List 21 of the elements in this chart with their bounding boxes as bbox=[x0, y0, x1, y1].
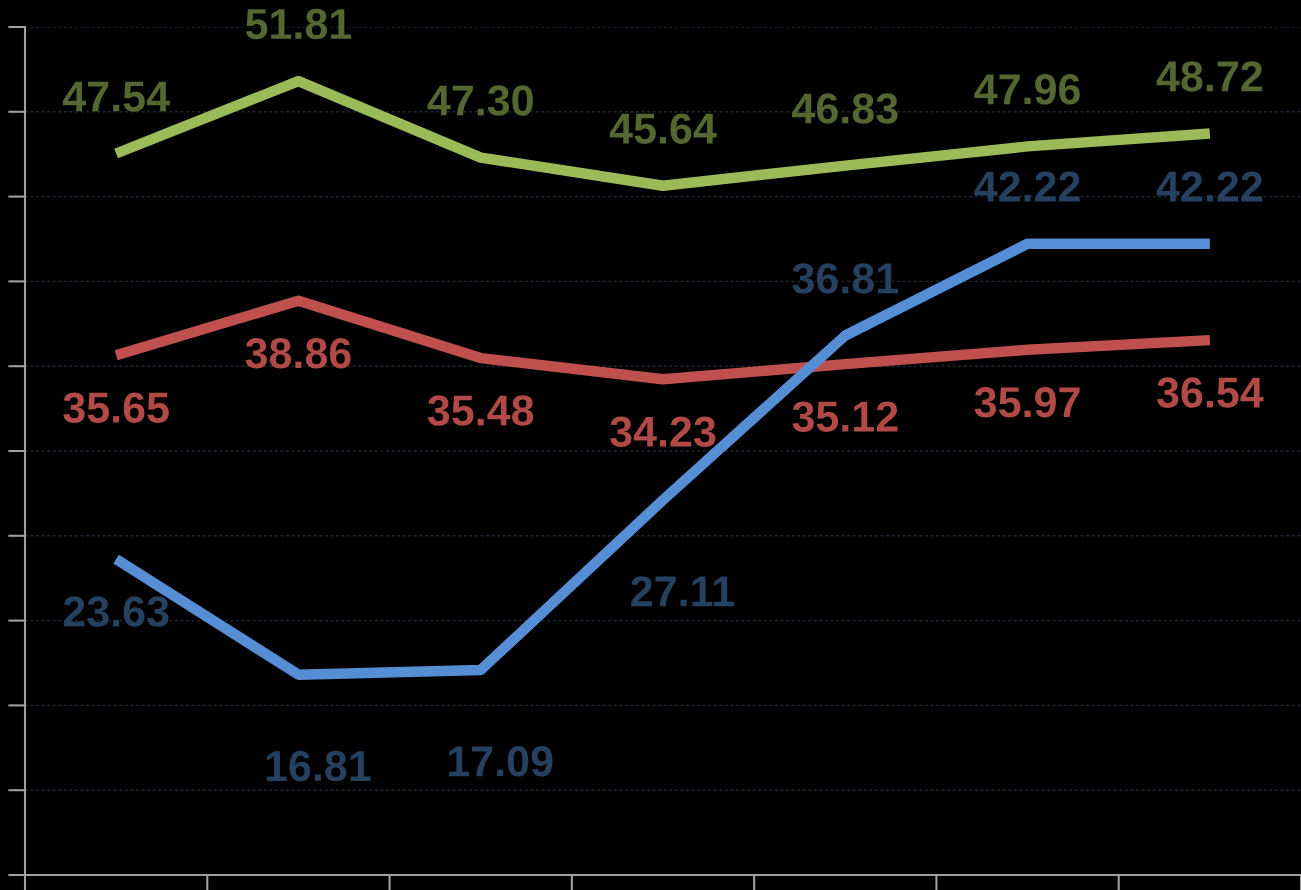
data-label: 48.72 bbox=[1156, 61, 1263, 92]
data-label: 17.09 bbox=[449, 746, 553, 777]
data-label: 47.54 bbox=[62, 81, 170, 112]
data-label: 27.11 bbox=[631, 576, 734, 607]
data-label: 35.65 bbox=[63, 392, 169, 423]
data-label: 38.86 bbox=[245, 337, 351, 369]
data-label: 23.63 bbox=[63, 596, 169, 627]
data-label: 45.64 bbox=[609, 113, 717, 144]
data-label: 35.97 bbox=[974, 387, 1080, 418]
data-label: 36.81 bbox=[792, 263, 898, 294]
data-label: 51.81 bbox=[245, 8, 352, 40]
data-label: 42.22 bbox=[1156, 171, 1263, 202]
data-label: 36.54 bbox=[1156, 377, 1264, 408]
data-label: 16.81 bbox=[266, 750, 371, 782]
data-label: 46.83 bbox=[792, 93, 898, 124]
data-label: 35.12 bbox=[792, 401, 898, 432]
data-label: 35.48 bbox=[427, 395, 534, 426]
data-label: 47.96 bbox=[974, 74, 1080, 105]
data-label: 34.23 bbox=[610, 416, 716, 448]
data-label: 42.22 bbox=[974, 171, 1080, 202]
data-label: 47.30 bbox=[427, 85, 533, 116]
